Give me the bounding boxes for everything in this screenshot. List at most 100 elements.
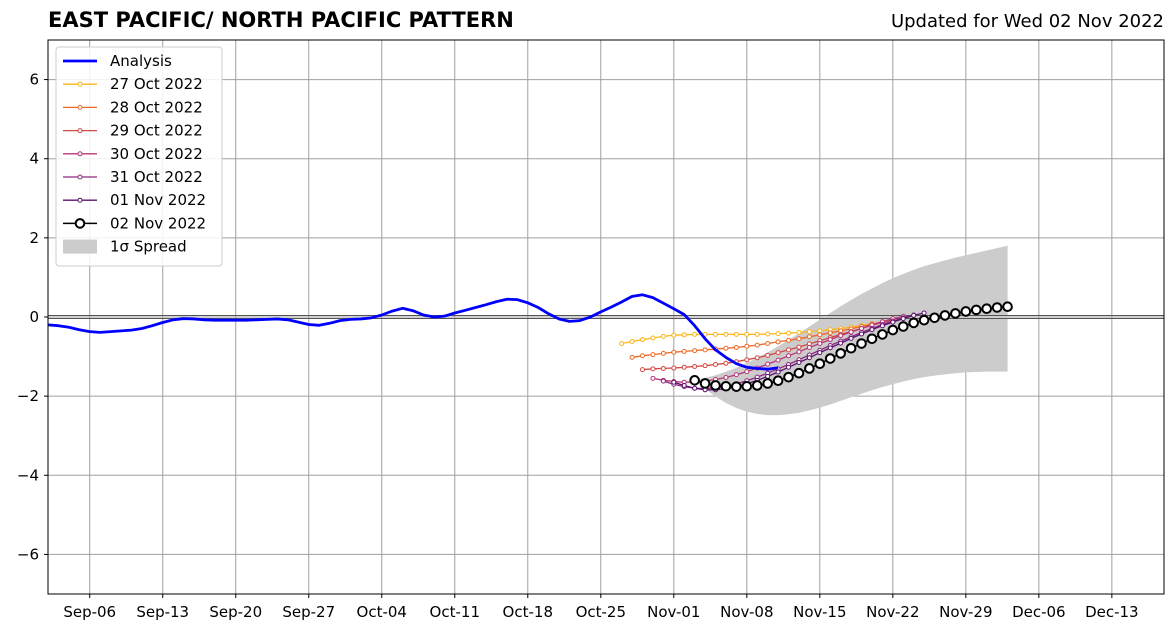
forecast-point <box>921 310 927 316</box>
latest-point <box>710 380 721 391</box>
forecast-point <box>827 337 833 343</box>
forecast-point <box>786 330 792 336</box>
forecast-point <box>806 334 812 340</box>
legend-label: Analysis <box>110 52 172 70</box>
xtick-label: Nov-01 <box>647 603 700 621</box>
xtick-label: Nov-29 <box>939 603 992 621</box>
legend-item-forecast: 31 Oct 2022 <box>63 168 203 186</box>
legend-marker <box>77 174 83 180</box>
legend-marker <box>77 104 83 110</box>
legend-label: 01 Nov 2022 <box>110 191 206 209</box>
latest-point <box>783 371 794 383</box>
xtick-label: Dec-13 <box>1085 603 1139 621</box>
latest-point <box>741 380 753 392</box>
legend-label: 29 Oct 2022 <box>110 122 203 140</box>
legend-item-forecast: 01 Nov 2022 <box>63 191 206 209</box>
latest-point <box>814 358 826 369</box>
forecast-point <box>765 331 771 337</box>
ytick-label: −6 <box>17 545 39 563</box>
analysis-line <box>47 293 779 371</box>
forecast-point <box>775 350 781 356</box>
forecast-point <box>660 365 666 371</box>
forecast-point <box>806 329 812 335</box>
xtick-label: Sep-06 <box>63 603 116 621</box>
xtick-label: Oct-25 <box>576 603 626 621</box>
ytick-label: −4 <box>17 466 39 484</box>
forecast-point <box>671 365 677 371</box>
chart-title: EAST PACIFIC/ NORTH PACIFIC PATTERN <box>48 8 514 32</box>
forecast-point <box>911 312 917 318</box>
zero-line-layer <box>48 315 1164 319</box>
forecast-point <box>859 331 865 337</box>
latest-point <box>720 380 732 392</box>
xtick-label: Nov-22 <box>866 603 919 621</box>
xtick-label: Sep-20 <box>209 603 262 621</box>
forecast-point <box>713 331 719 337</box>
latest-point <box>762 378 773 389</box>
forecast-point <box>681 332 687 338</box>
ytick-label: 4 <box>29 150 39 168</box>
forecast-point <box>838 333 844 339</box>
ytick-label: 0 <box>29 308 39 326</box>
latest-point <box>793 367 805 379</box>
forecast-point <box>786 353 792 359</box>
forecast-point <box>796 329 802 335</box>
legend-label: 02 Nov 2022 <box>110 214 206 232</box>
forecast-point <box>629 339 635 345</box>
forecast-point <box>733 372 739 378</box>
legend-label: 28 Oct 2022 <box>110 98 203 116</box>
forecast-point <box>681 382 687 388</box>
ytick-label: −2 <box>17 387 39 405</box>
forecast-point <box>650 335 656 341</box>
forecast-point <box>796 336 802 342</box>
legend-label: 31 Oct 2022 <box>110 168 203 186</box>
forecast-point <box>744 331 750 337</box>
latest-point <box>981 303 992 314</box>
forecast-point <box>619 341 625 347</box>
latest-point <box>887 324 899 336</box>
forecast-point <box>765 352 771 358</box>
grid-lines <box>48 40 1164 594</box>
xtick-label: Nov-15 <box>793 603 846 621</box>
forecast-point <box>723 345 729 351</box>
forecast-point <box>754 331 760 337</box>
forecast-point <box>817 332 823 338</box>
xtick-label: Oct-18 <box>503 603 553 621</box>
forecast-point <box>650 366 656 372</box>
forecast-point <box>806 344 812 350</box>
legend-label: 1σ Spread <box>110 238 187 256</box>
legend-item-forecast: 28 Oct 2022 <box>63 98 203 116</box>
forecast-point <box>796 349 802 355</box>
forecast-point <box>671 332 677 338</box>
xtick-label: Nov-08 <box>720 603 773 621</box>
legend-item-forecast: 30 Oct 2022 <box>63 145 203 163</box>
forecast-point <box>765 361 771 367</box>
forecast-point <box>681 348 687 354</box>
forecast-point <box>640 337 646 343</box>
series-layer <box>47 293 1013 393</box>
forecast-point <box>629 354 635 360</box>
latest-point <box>835 348 846 359</box>
legend-marker <box>77 81 83 87</box>
forecast-point <box>848 329 854 335</box>
forecast-point <box>796 360 802 366</box>
latest-point <box>918 314 930 326</box>
forecast-point <box>754 342 760 348</box>
forecast-point <box>817 350 823 356</box>
forecast-point <box>723 375 729 381</box>
forecast-point <box>640 367 646 373</box>
forecast-point <box>827 330 833 336</box>
forecast-point <box>744 357 750 363</box>
legend-marker <box>74 218 86 229</box>
forecast-point <box>733 331 739 337</box>
legend-marker <box>77 151 83 157</box>
forecast-point <box>869 327 875 333</box>
legend: Analysis 27 Oct 2022 28 Oct 2022 29 Oct 202… <box>55 46 223 267</box>
forecast-point <box>702 347 708 353</box>
latest-point <box>824 353 836 364</box>
legend-box <box>55 46 223 267</box>
forecast-point <box>660 333 666 339</box>
latest-point <box>845 342 857 354</box>
legend-label: 30 Oct 2022 <box>110 145 203 163</box>
legend-item-analysis: Analysis <box>63 52 172 70</box>
